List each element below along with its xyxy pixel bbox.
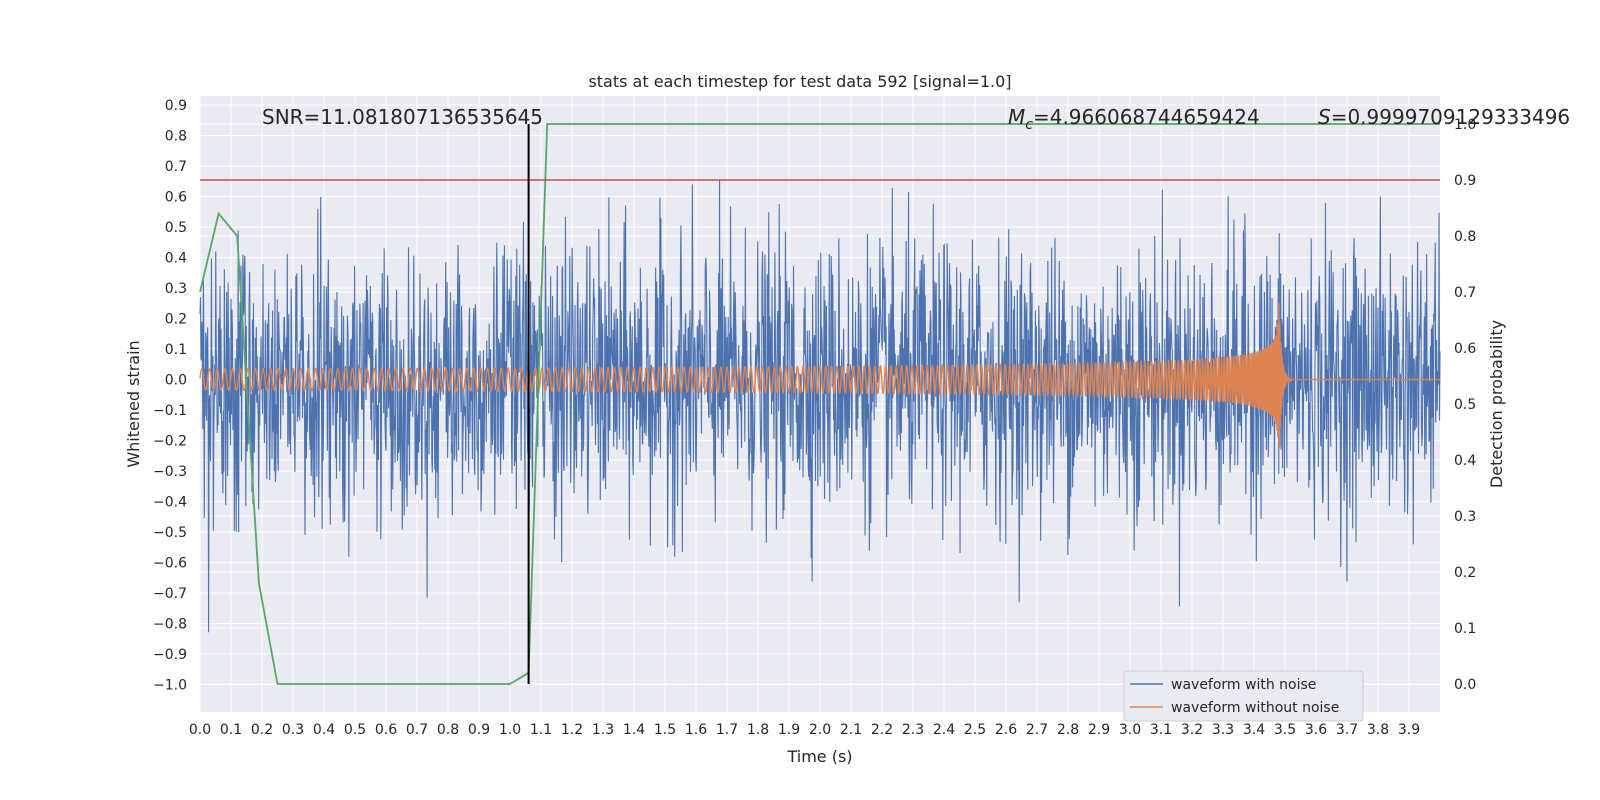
y-tick-label-12: −0.3 bbox=[153, 464, 187, 480]
mc-subscript: c bbox=[1025, 117, 1033, 133]
y2-tick-label-3: 0.7 bbox=[1454, 285, 1476, 301]
s-annotation: S=0.9999709129333496 bbox=[1318, 105, 1570, 129]
legend-label-noise: waveform with noise bbox=[1171, 677, 1316, 693]
x-tick-label-32: 3.2 bbox=[1181, 722, 1203, 738]
x-tick-label-38: 3.8 bbox=[1367, 722, 1389, 738]
x-tick-label-11: 1.1 bbox=[530, 722, 552, 738]
y-tick-label-4: 0.5 bbox=[165, 220, 187, 236]
y2-tick-label-4: 0.6 bbox=[1454, 341, 1476, 357]
y-tick-labels: 0.9 0.8 0.7 0.6 0.5 0.4 0.3 0.2 0.1 0.0 −0.1 −0.2 −0… bbox=[153, 98, 187, 693]
y2-axis-label: Detection probability bbox=[1487, 320, 1506, 488]
legend-box bbox=[1123, 670, 1364, 722]
y-tick-label-9: 0.0 bbox=[165, 373, 187, 389]
x-tick-label-25: 2.5 bbox=[964, 722, 986, 738]
y-tick-label-1: 0.8 bbox=[165, 129, 187, 145]
x-tick-label-21: 2.1 bbox=[840, 722, 862, 738]
chirp-mass-annotation: Mc=4.966068744659424 bbox=[1008, 105, 1260, 133]
y2-tick-label-8: 0.2 bbox=[1454, 565, 1476, 581]
x-tick-labels: 0.0 0.1 0.2 0.3 0.4 0.5 0.6 0.7 0.8 0.9 1.0 1.1 1.2 1… bbox=[189, 722, 1420, 738]
x-tick-label-20: 2.0 bbox=[809, 722, 831, 738]
y2-tick-label-0: 1.0 bbox=[1454, 117, 1476, 133]
x-tick-label-16: 1.6 bbox=[685, 722, 707, 738]
x-tick-label-39: 3.9 bbox=[1398, 722, 1420, 738]
y-tick-label-3: 0.6 bbox=[165, 190, 187, 206]
x-tick-label-35: 3.5 bbox=[1274, 722, 1296, 738]
y2-tick-label-10: 0.0 bbox=[1454, 677, 1476, 693]
y2-tick-label-2: 0.8 bbox=[1454, 229, 1476, 245]
mc-value: =4.966068744659424 bbox=[1033, 105, 1260, 129]
x-tick-label-22: 2.2 bbox=[871, 722, 893, 738]
x-tick-label-19: 1.9 bbox=[778, 722, 800, 738]
s-value: =0.9999709129333496 bbox=[1331, 105, 1570, 129]
y-tick-label-5: 0.4 bbox=[165, 251, 187, 267]
x-tick-label-17: 1.7 bbox=[716, 722, 738, 738]
y-tick-label-0: 0.9 bbox=[165, 98, 187, 114]
x-tick-label-27: 2.7 bbox=[1026, 722, 1048, 738]
detection-probability-line bbox=[199, 123, 1440, 685]
x-tick-label-8: 0.8 bbox=[437, 722, 459, 738]
x-tick-label-5: 0.5 bbox=[344, 722, 366, 738]
series-waveform-without-noise bbox=[199, 303, 1440, 449]
x-tick-label-33: 3.3 bbox=[1212, 722, 1234, 738]
clean-waveform-line bbox=[199, 303, 1440, 449]
y-tick-label-13: −0.4 bbox=[153, 495, 187, 511]
x-axis-label: Time (s) bbox=[786, 747, 852, 766]
legend: waveform with noise waveform without noi… bbox=[1123, 670, 1364, 722]
y-tick-label-6: 0.3 bbox=[165, 281, 187, 297]
x-tick-label-36: 3.6 bbox=[1305, 722, 1327, 738]
y-tick-label-17: −0.8 bbox=[153, 617, 187, 633]
y-tick-label-8: 0.1 bbox=[165, 342, 187, 358]
x-tick-label-10: 1.0 bbox=[499, 722, 521, 738]
chart-title: stats at each timestep for test data 592… bbox=[588, 72, 1011, 91]
x-tick-label-30: 3.0 bbox=[1119, 722, 1141, 738]
y2-tick-labels: 1.0 0.9 0.8 0.7 0.6 0.5 0.4 0.3 0.2 0.1 0.0 bbox=[1454, 117, 1476, 693]
y2-tick-label-7: 0.3 bbox=[1454, 509, 1476, 525]
y2-tick-label-1: 0.9 bbox=[1454, 173, 1476, 189]
y-tick-label-14: −0.5 bbox=[153, 525, 187, 541]
x-tick-label-26: 2.6 bbox=[995, 722, 1017, 738]
x-tick-label-9: 0.9 bbox=[468, 722, 490, 738]
y-tick-label-15: −0.6 bbox=[153, 556, 187, 572]
x-tick-label-1: 0.1 bbox=[220, 722, 242, 738]
y-axis-label: Whitened strain bbox=[124, 340, 143, 467]
y2-tick-label-6: 0.4 bbox=[1454, 453, 1476, 469]
y-tick-label-11: −0.2 bbox=[153, 434, 187, 450]
x-tick-label-18: 1.8 bbox=[747, 722, 769, 738]
y-tick-label-10: −0.1 bbox=[153, 403, 187, 419]
x-tick-label-0: 0.0 bbox=[189, 722, 211, 738]
y-tick-label-18: −0.9 bbox=[153, 647, 187, 663]
x-tick-label-31: 3.1 bbox=[1150, 722, 1172, 738]
x-tick-label-15: 1.5 bbox=[654, 722, 676, 738]
y2-tick-label-9: 0.1 bbox=[1454, 621, 1476, 637]
x-tick-label-2: 0.2 bbox=[251, 722, 273, 738]
x-tick-label-24: 2.4 bbox=[933, 722, 955, 738]
x-tick-label-34: 3.4 bbox=[1243, 722, 1265, 738]
series-detection-probability bbox=[199, 123, 1440, 685]
x-tick-label-12: 1.2 bbox=[561, 722, 583, 738]
y-tick-label-19: −1.0 bbox=[153, 678, 187, 694]
x-tick-label-29: 2.9 bbox=[1088, 722, 1110, 738]
y2-tick-label-5: 0.5 bbox=[1454, 397, 1476, 413]
x-tick-label-28: 2.8 bbox=[1057, 722, 1079, 738]
x-tick-label-23: 2.3 bbox=[902, 722, 924, 738]
y-tick-label-7: 0.2 bbox=[165, 312, 187, 328]
mc-symbol: M bbox=[1008, 105, 1025, 129]
legend-label-clean: waveform without noise bbox=[1171, 700, 1339, 716]
x-tick-label-37: 3.7 bbox=[1336, 722, 1358, 738]
snr-annotation: SNR=11.081807136535645 bbox=[262, 105, 543, 129]
y-tick-label-2: 0.7 bbox=[165, 159, 187, 175]
s-symbol: S bbox=[1318, 105, 1331, 129]
y-tick-label-16: −0.7 bbox=[153, 586, 187, 602]
x-tick-label-13: 1.3 bbox=[592, 722, 614, 738]
x-tick-label-4: 0.4 bbox=[313, 722, 335, 738]
x-tick-label-7: 0.7 bbox=[406, 722, 428, 738]
x-tick-label-14: 1.4 bbox=[623, 722, 645, 738]
x-tick-label-6: 0.6 bbox=[375, 722, 397, 738]
x-tick-label-3: 0.3 bbox=[282, 722, 304, 738]
